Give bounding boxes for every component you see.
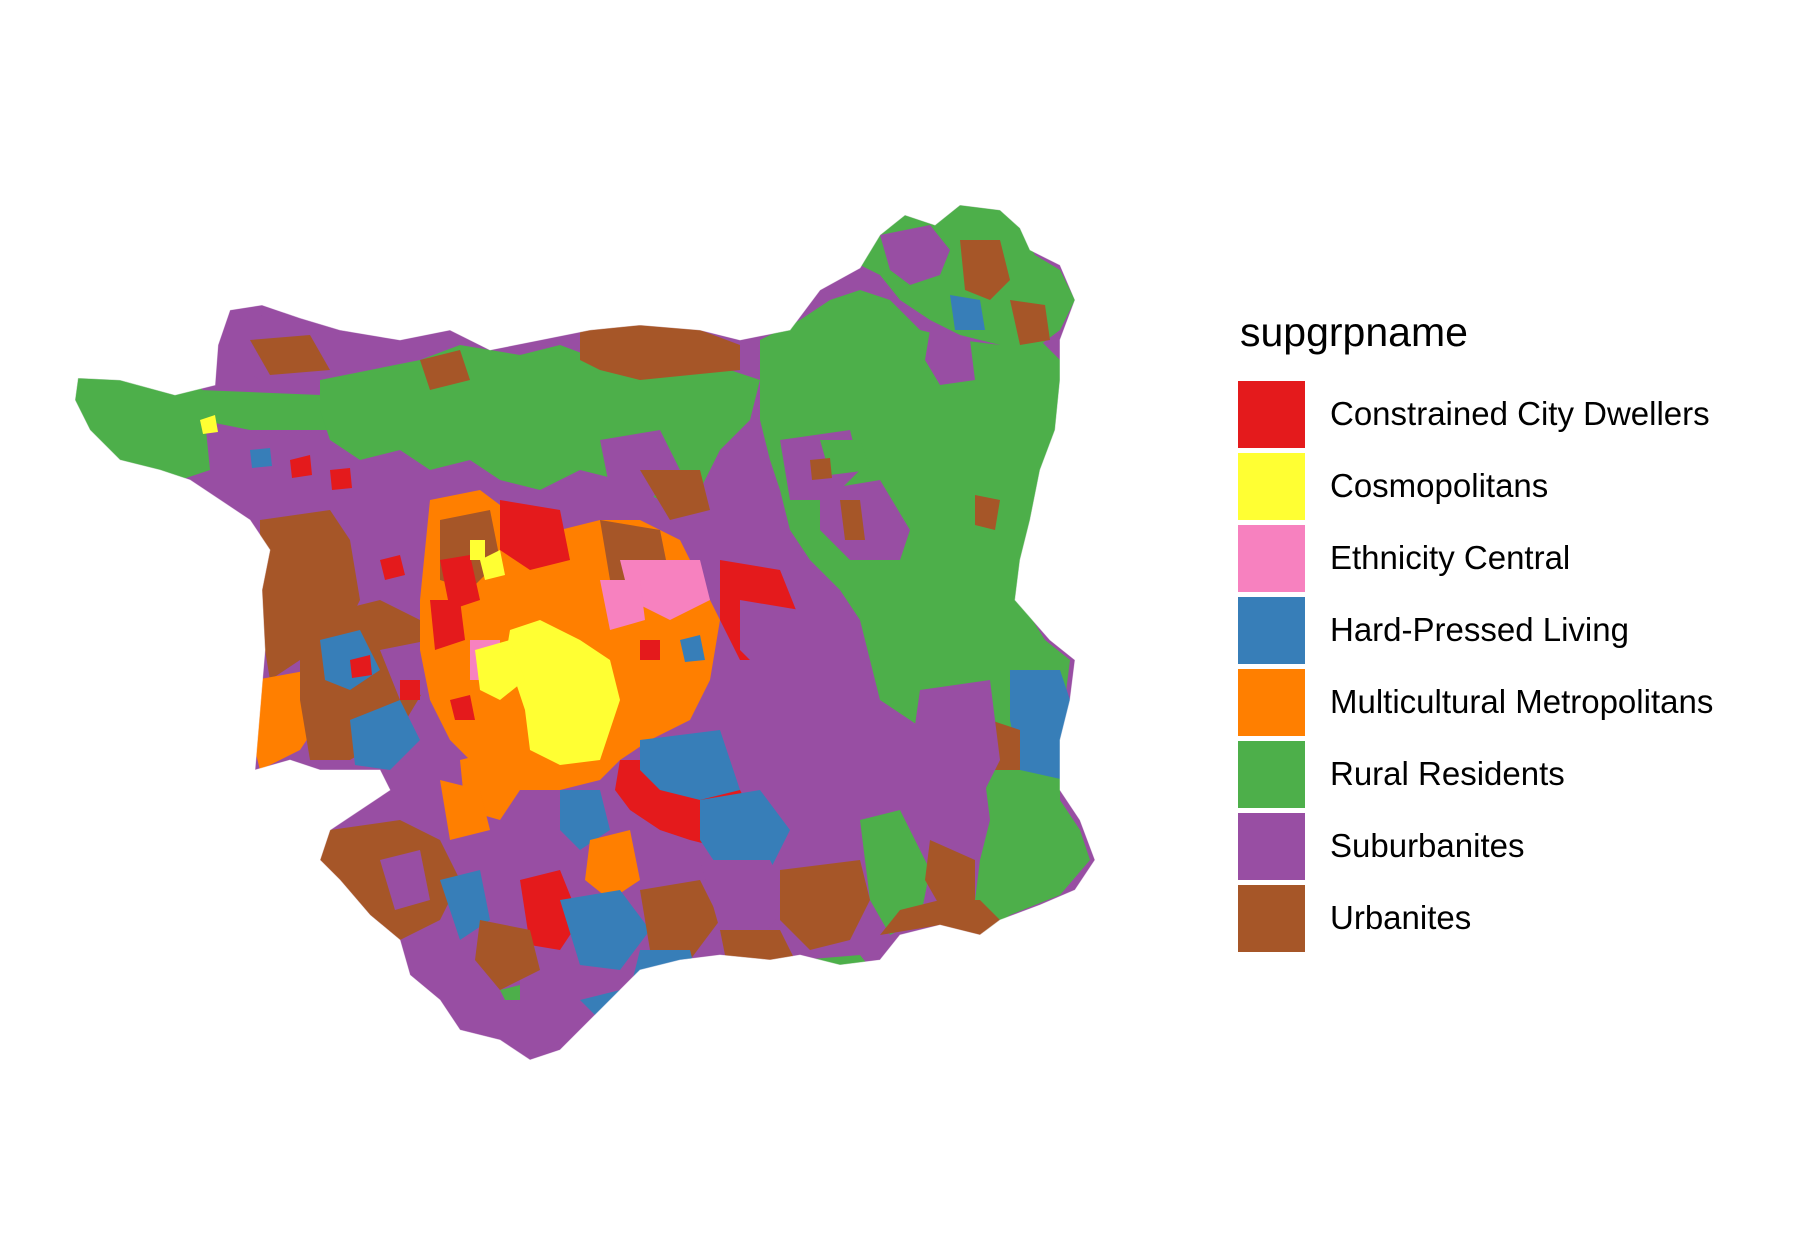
legend-swatch	[1238, 812, 1305, 880]
legend-item: Multicultural Metropolitans	[1238, 666, 1778, 738]
legend-label: Cosmopolitans	[1330, 467, 1549, 504]
legend-item: Hard-Pressed Living	[1238, 594, 1778, 666]
legend-swatch	[1238, 452, 1305, 520]
legend-label: Urbanites	[1330, 899, 1472, 936]
legend-item: Suburbanites	[1238, 810, 1778, 882]
legend-items: Constrained City Dwellers Cosmopolitans Et…	[1238, 378, 1778, 954]
legend-item: Rural Residents	[1238, 738, 1778, 810]
legend-label: Rural Residents	[1330, 755, 1565, 792]
legend-swatch	[1238, 740, 1305, 808]
legend-label: Suburbanites	[1330, 827, 1525, 864]
legend-title: supgrpname	[1240, 309, 1468, 355]
legend-item: Urbanites	[1238, 882, 1778, 954]
legend-label: Constrained City Dwellers	[1330, 395, 1710, 432]
choropleth-map	[74, 204, 1096, 1061]
legend-label: Hard-Pressed Living	[1330, 611, 1629, 648]
legend-label: Ethnicity Central	[1330, 539, 1571, 576]
map-regions	[75, 205, 1095, 1060]
legend-swatch	[1238, 380, 1305, 448]
legend-swatch	[1238, 884, 1305, 952]
map-legend: supgrpname Constrained City Dwellers Cosm…	[1238, 308, 1778, 954]
legend-swatch	[1238, 668, 1305, 736]
map-svg	[74, 204, 1096, 1061]
legend-item: Ethnicity Central	[1238, 522, 1778, 594]
legend-swatch	[1238, 524, 1305, 592]
legend-item: Cosmopolitans	[1238, 450, 1778, 522]
legend-item: Constrained City Dwellers	[1238, 378, 1778, 450]
legend-label: Multicultural Metropolitans	[1330, 683, 1714, 720]
legend-swatch	[1238, 596, 1305, 664]
